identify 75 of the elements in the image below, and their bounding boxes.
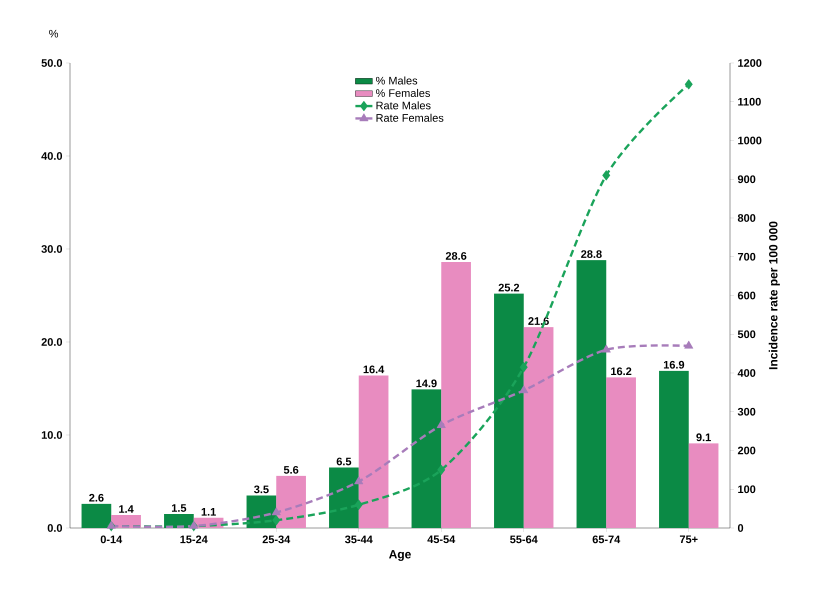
bar (276, 476, 306, 528)
bar (494, 294, 524, 528)
y2-tick-label: 1200 (738, 59, 762, 67)
y-tick-label: 0.0 (48, 524, 62, 532)
x-tick-label: 35-44 (344, 536, 373, 544)
data-label: 16.9 (664, 360, 684, 369)
bar (412, 389, 442, 528)
point (354, 476, 364, 484)
bar (441, 262, 471, 528)
data-label: 3.5 (254, 485, 269, 494)
y-tick-label: 40.0 (41, 152, 62, 160)
y-axis-title: % (49, 30, 58, 38)
point (602, 170, 610, 181)
y2-tick-label: 300 (738, 408, 756, 416)
point (272, 515, 280, 526)
data-label: 25.2 (498, 284, 520, 292)
y2-axis-title: Incidence rate per 100 000 (768, 222, 780, 370)
y2-tick-label: 100 (738, 485, 756, 494)
data-label: 2.6 (89, 494, 104, 502)
data-label: 28.8 (581, 250, 602, 258)
point (436, 420, 446, 428)
legend-label: % Males (376, 76, 418, 85)
y2-tick-label: 500 (738, 330, 756, 338)
data-label: 1.1 (202, 508, 216, 516)
x-tick-label: 45-54 (427, 536, 456, 544)
legend-label: Rate Males (376, 101, 431, 110)
y2-tick-label: 0 (738, 524, 744, 532)
x-tick-label: 25-34 (262, 536, 290, 544)
bar (606, 377, 636, 528)
bar (524, 327, 554, 528)
x-tick-label: 55-64 (510, 536, 538, 544)
data-label: 28.6 (446, 252, 466, 260)
y2-tick-label: 400 (738, 369, 756, 377)
y2-tick-label: 600 (738, 292, 756, 300)
data-label: 16.4 (364, 366, 384, 374)
y2-tick-label: 1100 (738, 98, 761, 106)
data-label: 6.5 (336, 458, 352, 466)
data-label: 9.1 (696, 433, 711, 442)
x-axis-title: Age (389, 550, 411, 561)
x-tick-label: 15-24 (180, 536, 208, 544)
legend-label: Rate Females (376, 114, 444, 122)
point (684, 79, 693, 90)
point (106, 520, 116, 529)
bar (688, 443, 718, 528)
point (602, 344, 611, 352)
y2-tick-label: 1000 (738, 136, 762, 144)
data-label: 16.2 (611, 367, 632, 376)
point (520, 362, 528, 372)
y-tick-label: 20.0 (42, 338, 62, 346)
data-label: 1.4 (119, 505, 134, 513)
data-label: 14.9 (416, 379, 437, 388)
point (272, 507, 281, 516)
y-tick-label: 50.0 (42, 59, 62, 67)
x-tick-label: 75+ (680, 536, 698, 544)
y-tick-label: 10.0 (42, 431, 62, 439)
data-label: 5.6 (284, 466, 298, 474)
y2-tick-label: 900 (738, 175, 756, 184)
y-tick-label: 30.0 (41, 245, 62, 253)
x-tick-label: 0-14 (100, 536, 122, 544)
legend-label: % Females (376, 88, 430, 97)
x-tick-label: 65-74 (592, 536, 620, 544)
point (354, 500, 363, 510)
point (189, 520, 198, 529)
bar (659, 370, 689, 528)
data-label: 1.5 (172, 504, 186, 512)
bar (82, 504, 112, 528)
y2-tick-label: 800 (738, 214, 756, 222)
point (519, 385, 528, 394)
bar (358, 375, 388, 528)
point (437, 464, 446, 476)
y2-tick-label: 200 (738, 446, 756, 454)
point (684, 340, 694, 349)
bar (576, 260, 606, 528)
bar (329, 468, 359, 528)
y2-tick-label: 700 (738, 252, 756, 261)
